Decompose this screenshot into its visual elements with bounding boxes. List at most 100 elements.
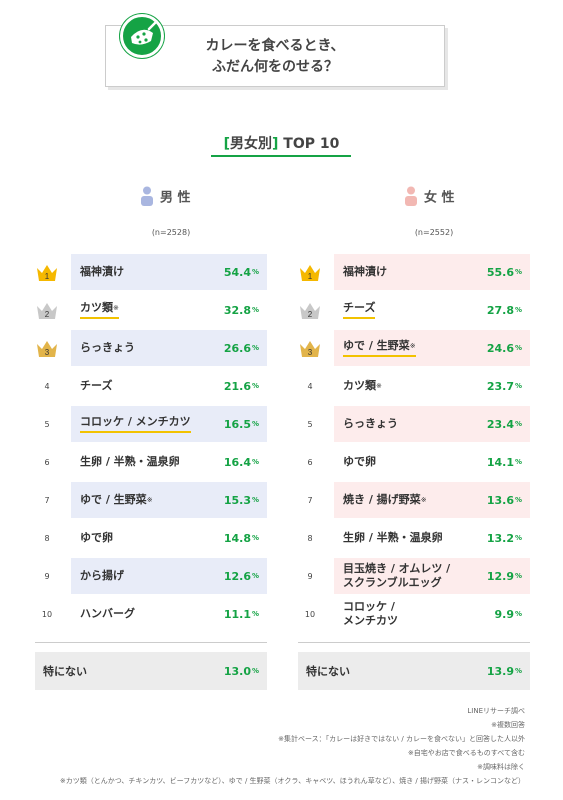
crown-icon: 1 [300, 265, 320, 281]
ranking-row: 8 ゆで卵 14.8% [35, 519, 267, 557]
title-line-2: ふだん何をのせる？ [212, 59, 338, 75]
ranking-row: 8 生卵 / 半熟・温泉卵 13.2% [298, 519, 530, 557]
row-highlight [334, 330, 530, 366]
topping-name: カツ類※ [80, 291, 119, 329]
rank-number: 5 [307, 419, 313, 429]
male-ranking: 1 福神漬け 54.4% 2 カツ類※ 32.8% 3 らっきょう 26.6% 4 チーズ 21.6%… [35, 253, 267, 633]
topping-name: ハンバーグ [80, 607, 135, 620]
row-highlight [71, 330, 267, 366]
footnote: ※複数回答 [491, 721, 525, 729]
percentage-value: 26.6% [223, 341, 259, 355]
male-divider [35, 642, 267, 643]
rank-number: 3 [45, 348, 50, 357]
female-person-icon [404, 186, 418, 210]
male-none-unit: % [251, 667, 259, 675]
row-highlight [71, 482, 267, 518]
rank-number: 6 [307, 457, 313, 467]
ranking-row: 10 コロッケ / メンチカツ 9.9% [298, 595, 530, 633]
female-none-value: 13.9% [487, 652, 522, 690]
percentage-value: 27.8% [486, 303, 522, 317]
chart-title: カレーを食べるとき、 ふだん何をのせる？ [105, 36, 445, 78]
topping-name: 福神漬け [80, 265, 124, 278]
male-none-label: 特にない [43, 665, 87, 678]
percentage-value: 32.8% [223, 303, 259, 317]
topping-name: チーズ [80, 379, 113, 392]
topping-name: 焼き / 揚げ野菜※ [343, 493, 427, 506]
female-label: 女 性 [424, 190, 455, 206]
female-none-label: 特にない [306, 665, 350, 678]
row-highlight [334, 482, 530, 518]
note-mark: ※ [146, 496, 153, 504]
rank-number: 8 [307, 533, 313, 543]
subtitle: [男女別] TOP 10 [0, 133, 563, 153]
percentage-value: 55.6% [486, 265, 522, 279]
subtitle-rest: TOP 10 [278, 136, 340, 152]
percentage-value: 54.4% [223, 265, 259, 279]
row-highlight [334, 558, 530, 594]
ranking-row: 6 ゆで卵 14.1% [298, 443, 530, 481]
topping-name: らっきょう [343, 417, 398, 430]
percentage-value: 24.6% [486, 341, 522, 355]
ranking-row: 2 カツ類※ 32.8% [35, 291, 267, 329]
male-none-number: 13.0 [223, 664, 251, 678]
ranking-row: 4 チーズ 21.6% [35, 367, 267, 405]
subtitle-text: 男女別 [230, 136, 273, 152]
subtitle-open-bracket: [ [223, 136, 231, 152]
ranking-row: 3 らっきょう 26.6% [35, 329, 267, 367]
ranking-row: 7 ゆで / 生野菜※ 15.3% [35, 481, 267, 519]
male-person-icon [140, 186, 154, 210]
male-header: 男 性 [140, 186, 260, 210]
male-none-row: 特にない 13.0% [35, 652, 267, 690]
subtitle-underline [211, 155, 351, 157]
percentage-value: 13.2% [486, 531, 522, 545]
female-none-number: 13.9 [486, 664, 514, 678]
female-divider [298, 642, 530, 643]
note-mark: ※ [420, 496, 427, 504]
percentage-value: 15.3% [223, 493, 259, 507]
footnote: ※カツ類（とんかつ、チキンカツ、ビーフカツなど）、ゆで / 生野菜（オクラ、キャ… [59, 777, 525, 785]
topping-name: 生卵 / 半熟・温泉卵 [80, 455, 180, 468]
note-mark: ※ [376, 382, 382, 390]
rank-number: 2 [45, 310, 50, 319]
female-ranking: 1 福神漬け 55.6% 2 チーズ 27.8% 3 ゆで / 生野菜※ 24.6% 4 カツ類※ 2… [298, 253, 530, 633]
row-highlight [71, 406, 267, 442]
percentage-value: 14.8% [223, 531, 259, 545]
row-highlight [71, 558, 267, 594]
title-line-1: カレーを食べるとき、 [205, 38, 345, 54]
footnote-source: LINEリサーチ調べ [467, 707, 525, 715]
ranking-row: 7 焼き / 揚げ野菜※ 13.6% [298, 481, 530, 519]
rank-number: 9 [44, 571, 50, 581]
topping-name: ゆで卵 [80, 531, 113, 544]
crown-icon: 2 [37, 303, 57, 319]
percentage-value: 21.6% [223, 379, 259, 393]
percentage-value: 13.6% [486, 493, 522, 507]
rank-number: 4 [307, 381, 313, 391]
row-highlight [334, 406, 530, 442]
topping-name: 生卵 / 半熟・温泉卵 [343, 531, 443, 544]
topping-name: から揚げ [80, 569, 124, 582]
ranking-row: 1 福神漬け 55.6% [298, 253, 530, 291]
topping-name: ゆで / 生野菜※ [80, 493, 153, 506]
percentage-value: 16.5% [223, 417, 259, 431]
rank-number: 3 [308, 348, 313, 357]
curry-bowl-icon [120, 14, 164, 58]
topping-name: コロッケ / メンチカツ [343, 600, 398, 627]
topping-name: カツ類※ [343, 379, 382, 392]
male-n-label: (n=2528) [151, 228, 191, 237]
rank-number: 10 [41, 609, 53, 619]
row-highlight [334, 254, 530, 290]
percentage-value: 23.7% [486, 379, 522, 393]
topping-name: 福神漬け [343, 265, 387, 278]
rank-number: 1 [308, 272, 313, 281]
male-label: 男 性 [160, 190, 191, 206]
ranking-row: 5 らっきょう 23.4% [298, 405, 530, 443]
ranking-row: 10 ハンバーグ 11.1% [35, 595, 267, 633]
percentage-value: 16.4% [223, 455, 259, 469]
percentage-value: 23.4% [486, 417, 522, 431]
ranking-row: 1 福神漬け 54.4% [35, 253, 267, 291]
percentage-value: 11.1% [223, 607, 259, 621]
row-highlight [71, 254, 267, 290]
crown-icon: 3 [300, 341, 320, 357]
topping-name: チーズ [343, 291, 376, 329]
percentage-value: 12.9% [486, 569, 522, 583]
